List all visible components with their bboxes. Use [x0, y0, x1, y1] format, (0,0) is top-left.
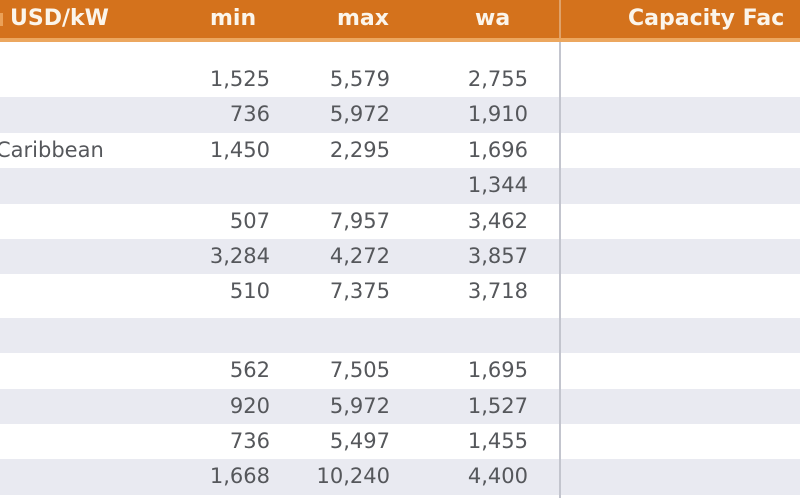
row-label	[0, 62, 130, 97]
table-row: 562 7,505 1,695	[0, 353, 800, 389]
cell-weighted-average: 1,696	[467, 137, 528, 162]
cell-weighted-average: 4,400	[467, 464, 528, 489]
row-label	[0, 97, 130, 132]
cell-max: 4,272	[329, 243, 390, 268]
row-label	[0, 353, 130, 388]
row-label	[0, 168, 130, 203]
cell-weighted-average: 3,857	[467, 243, 528, 268]
cell-max	[270, 168, 390, 203]
cell-weighted-average: 3,718	[467, 279, 528, 304]
cell-max: 5,972	[329, 102, 390, 127]
cell-min	[130, 168, 270, 203]
table-row: 1,668 10,240 4,400	[0, 459, 800, 495]
table-row: 1,344	[0, 168, 800, 204]
table-row: 510 7,375 3,718	[0, 274, 800, 310]
row-label	[0, 389, 130, 424]
cell-min: 1,525	[209, 67, 270, 91]
column-header-max: max	[337, 6, 389, 31]
row-label	[0, 239, 130, 274]
row-label	[0, 204, 130, 239]
cell-max: 2,295	[329, 137, 390, 162]
cell-weighted-average: 2,755	[467, 67, 528, 91]
cell-min: 507	[229, 208, 270, 233]
cell-max: 5,579	[329, 67, 390, 91]
row-label	[0, 424, 130, 459]
table-row: 507 7,957 3,462	[0, 203, 800, 239]
cell-weighted-average: 1,344	[467, 173, 528, 198]
table-row: 920 5,972 1,527	[0, 388, 800, 424]
row-label	[0, 274, 130, 309]
table-row	[0, 317, 800, 354]
table-row: 736 5,497 1,455	[0, 423, 800, 460]
row-label	[0, 459, 130, 494]
cell-min: 1,668	[209, 464, 270, 489]
cell-min: 3,284	[209, 243, 270, 268]
cell-min: 736	[229, 428, 270, 453]
section-spacer	[0, 42, 800, 62]
column-divider-header-segment	[559, 0, 561, 38]
cell-min: 510	[229, 279, 270, 304]
cell-weighted-average: 1,527	[467, 393, 528, 418]
cell-max: 7,505	[329, 358, 390, 383]
column-header-weighted-average: wa	[475, 6, 511, 31]
cell-weighted-average: 1,455	[467, 428, 528, 453]
table-row: 3,284 4,272 3,857	[0, 238, 800, 275]
table-row: 736 5,972 1,910	[0, 97, 800, 133]
table-row: 1,525 5,579 2,755	[0, 62, 800, 98]
cell-max: 7,375	[329, 279, 390, 304]
cell-max: 7,957	[329, 208, 390, 233]
section-spacer	[0, 309, 800, 318]
column-divider	[559, 42, 561, 498]
column-header-min: min	[210, 6, 257, 31]
table-body: 1,525 5,579 2,755 736 5,972 1,910 Caribb…	[0, 42, 800, 495]
cell-min: 920	[229, 393, 270, 418]
cell-max: 10,240	[316, 464, 390, 489]
cell-max: 5,497	[329, 428, 390, 453]
cell-weighted-average	[390, 318, 528, 353]
column-header-capacity-factor: Capacity Fac	[628, 6, 785, 31]
cell-max	[270, 318, 390, 353]
row-label	[0, 318, 130, 353]
clipped-glyph	[0, 13, 3, 26]
cell-min	[130, 318, 270, 353]
cell-weighted-average: 1,910	[467, 102, 528, 127]
cell-max: 5,972	[329, 393, 390, 418]
unit-label: USD/kW	[10, 6, 109, 31]
cell-weighted-average: 1,695	[467, 358, 528, 383]
table-row: Caribbean 1,450 2,295 1,696	[0, 132, 800, 169]
cell-min: 1,450	[209, 137, 270, 162]
cell-weighted-average: 3,462	[467, 208, 528, 233]
row-label: Caribbean	[0, 137, 104, 162]
table-header-row: USD/kW min max wa Capacity Fac	[0, 0, 800, 42]
cell-min: 562	[229, 358, 270, 383]
cell-min: 736	[229, 102, 270, 127]
